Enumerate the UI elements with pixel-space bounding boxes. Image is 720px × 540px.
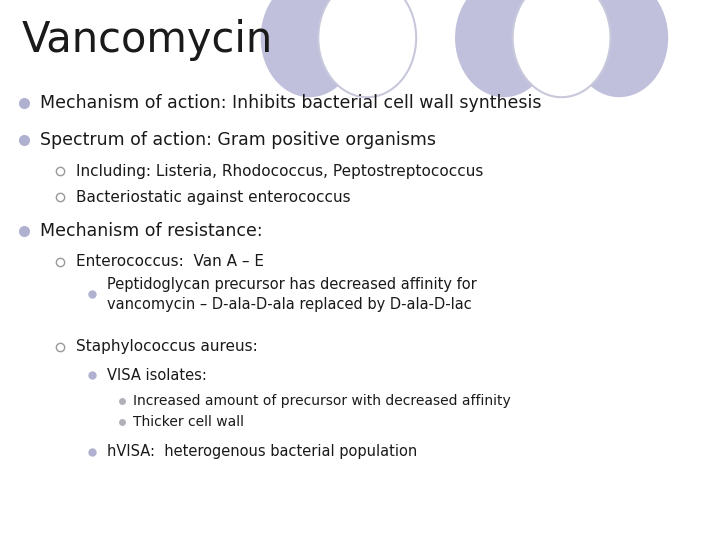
Ellipse shape bbox=[513, 0, 611, 97]
Text: Bacteriostatic against enterococcus: Bacteriostatic against enterococcus bbox=[76, 190, 350, 205]
Text: Enterococcus:  Van A – E: Enterococcus: Van A – E bbox=[76, 254, 264, 269]
Text: Vancomycin: Vancomycin bbox=[22, 19, 273, 61]
Text: Mechanism of resistance:: Mechanism of resistance: bbox=[40, 222, 262, 240]
Text: hVISA:  heterogenous bacterial population: hVISA: heterogenous bacterial population bbox=[107, 444, 417, 460]
Text: Increased amount of precursor with decreased affinity: Increased amount of precursor with decre… bbox=[133, 394, 511, 408]
Text: Peptidoglycan precursor has decreased affinity for
vancomycin – D-ala-D-ala repl: Peptidoglycan precursor has decreased af… bbox=[107, 277, 477, 312]
Ellipse shape bbox=[261, 0, 359, 97]
Ellipse shape bbox=[455, 0, 553, 97]
Text: VISA isolates:: VISA isolates: bbox=[107, 368, 207, 383]
Text: Staphylococcus aureus:: Staphylococcus aureus: bbox=[76, 339, 257, 354]
Ellipse shape bbox=[570, 0, 668, 97]
Text: Mechanism of action: Inhibits bacterial cell wall synthesis: Mechanism of action: Inhibits bacterial … bbox=[40, 93, 541, 112]
Text: Including: Listeria, Rhodococcus, Peptostreptococcus: Including: Listeria, Rhodococcus, Peptos… bbox=[76, 164, 483, 179]
Text: Thicker cell wall: Thicker cell wall bbox=[133, 415, 244, 429]
Ellipse shape bbox=[318, 0, 416, 97]
Text: Spectrum of action: Gram positive organisms: Spectrum of action: Gram positive organi… bbox=[40, 131, 436, 150]
